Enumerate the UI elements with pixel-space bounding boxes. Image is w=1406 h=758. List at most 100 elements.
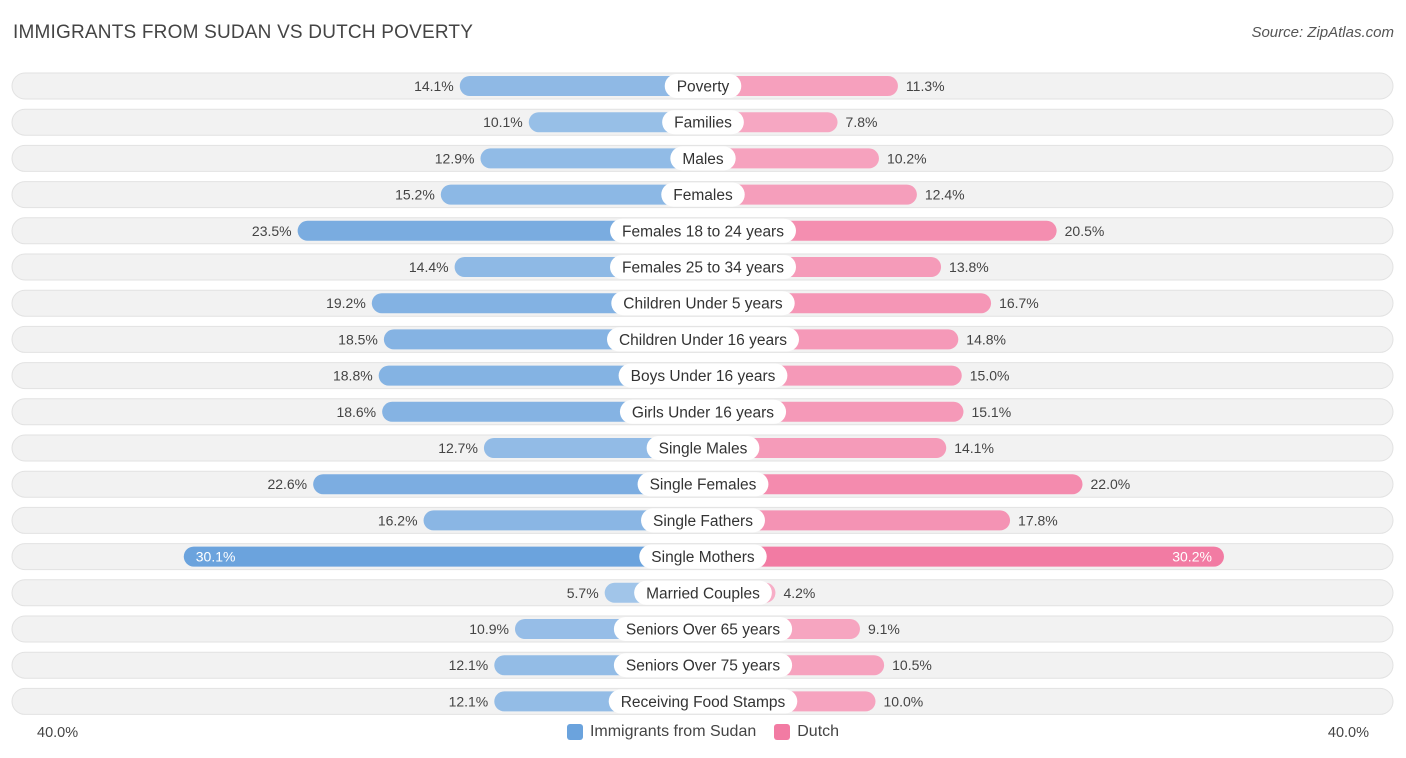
axis-left-label: 40.0%	[37, 725, 79, 741]
value-label-sudan: 14.4%	[409, 259, 449, 275]
value-label-sudan: 12.9%	[435, 150, 475, 166]
bar-sudan[interactable]	[440, 184, 703, 205]
category-pill	[619, 399, 787, 424]
category-label: Females 18 to 24 years	[622, 223, 784, 240]
value-label-dutch: 10.5%	[892, 657, 932, 673]
value-label-sudan: 16.2%	[378, 512, 418, 528]
bar-sudan[interactable]	[423, 510, 703, 531]
category-label: Females 25 to 34 years	[622, 260, 784, 277]
value-label-dutch: 7.8%	[846, 114, 878, 130]
row-children-under-16-years: 18.5% 14.8% Children Under 16 years	[11, 325, 1394, 353]
bar-sudan[interactable]	[528, 112, 703, 133]
category-pill	[613, 617, 793, 641]
row-seniors-over-75-years: 12.1% 10.5% Seniors Over 75 years	[11, 651, 1394, 679]
category-label: Males	[682, 151, 724, 168]
row-males: 12.9% 10.2% Males	[11, 144, 1394, 172]
bar-sudan[interactable]	[313, 474, 703, 495]
row-married-couples: 5.7% 4.2% Married Couples	[11, 579, 1394, 607]
value-label-dutch: 15.0%	[970, 368, 1010, 384]
row-single-females: 22.6% 22.0% Single Females	[11, 470, 1394, 498]
value-label-dutch: 11.3%	[906, 78, 945, 94]
row-females: 15.2% 12.4% Females	[11, 181, 1394, 209]
bar-dutch[interactable]	[703, 510, 1011, 531]
value-label-dutch: 17.8%	[1018, 512, 1058, 528]
category-pill	[613, 653, 793, 678]
value-label-sudan: 19.2%	[326, 295, 366, 311]
value-label-sudan: 18.6%	[336, 404, 376, 420]
category-pill	[611, 291, 795, 316]
bar-sudan[interactable]	[480, 148, 703, 169]
bar-sudan[interactable]	[297, 220, 703, 241]
row-single-males: 12.7% 14.1% Single Males	[11, 434, 1394, 462]
axis-right-label: 40.0%	[1327, 725, 1369, 741]
value-label-dutch: 30.2%	[1172, 549, 1212, 565]
category-pill	[608, 689, 798, 714]
category-label: Single Males	[659, 441, 748, 458]
legend-label-dutch: Dutch	[797, 723, 840, 740]
category-label: Receiving Food Stamps	[621, 694, 786, 711]
category-pill	[639, 544, 767, 569]
value-label-sudan: 10.1%	[483, 114, 523, 130]
chart-title: IMMIGRANTS FROM SUDAN VS DUTCH POVERTY	[13, 22, 474, 43]
row-boys-under-16-years: 18.8% 15.0% Boys Under 16 years	[11, 362, 1394, 390]
category-pill	[610, 218, 796, 243]
legend-swatch-sudan	[566, 724, 583, 740]
category-label: Single Fathers	[653, 513, 753, 530]
category-pill	[606, 327, 800, 352]
value-label-sudan: 22.6%	[267, 476, 307, 492]
value-label-sudan: 18.5%	[338, 331, 378, 347]
value-label-dutch: 15.1%	[971, 404, 1011, 420]
legend-label-sudan: Immigrants from Sudan	[589, 723, 757, 740]
value-label-dutch: 10.2%	[887, 150, 927, 166]
legend-item-sudan[interactable]: Immigrants from Sudan	[566, 723, 757, 741]
legend-swatch-dutch	[774, 724, 791, 740]
value-label-dutch: 4.2%	[783, 585, 815, 601]
bar-dutch[interactable]	[703, 148, 879, 169]
category-label: Poverty	[677, 79, 730, 96]
category-pill	[618, 363, 788, 388]
bar-dutch[interactable]	[703, 438, 947, 458]
value-label-sudan: 18.8%	[333, 368, 373, 384]
category-pill	[646, 436, 760, 460]
category-label: Boys Under 16 years	[631, 368, 776, 385]
bar-sudan[interactable]	[183, 546, 703, 567]
value-label-dutch: 14.8%	[966, 331, 1006, 347]
category-pill	[641, 508, 765, 533]
row-poverty: 14.1% 11.3% Poverty	[11, 72, 1394, 100]
category-label: Families	[674, 115, 732, 132]
row-females-25-to-34-years: 14.4% 13.8% Females 25 to 34 years	[11, 253, 1394, 281]
bar-dutch[interactable]	[703, 184, 917, 205]
category-label: Single Females	[650, 477, 757, 494]
bar-dutch[interactable]	[703, 546, 1224, 567]
category-label: Females	[673, 187, 733, 204]
value-label-sudan: 12.1%	[449, 693, 489, 709]
row-receiving-food-stamps: 12.1% 10.0% Receiving Food Stamps	[11, 687, 1394, 715]
category-label: Seniors Over 65 years	[626, 622, 780, 639]
value-label-sudan: 14.1%	[414, 78, 454, 94]
row-single-mothers: 30.1% 30.2% Single Mothers	[11, 543, 1394, 571]
value-label-sudan: 10.9%	[469, 621, 509, 637]
row-single-fathers: 16.2% 17.8% Single Fathers	[11, 506, 1394, 534]
value-label-sudan: 12.1%	[449, 657, 489, 673]
bar-dutch[interactable]	[703, 76, 898, 96]
value-label-dutch: 20.5%	[1065, 223, 1105, 239]
category-pill	[664, 74, 742, 98]
row-children-under-5-years: 19.2% 16.7% Children Under 5 years	[11, 289, 1394, 317]
category-pill	[637, 472, 769, 497]
row-females-18-to-24-years: 23.5% 20.5% Females 18 to 24 years	[11, 217, 1394, 245]
category-pill	[634, 580, 772, 605]
value-label-sudan: 15.2%	[395, 187, 435, 203]
category-pill	[610, 255, 796, 279]
category-pill	[661, 182, 745, 207]
value-label-dutch: 14.1%	[954, 440, 994, 456]
value-label-sudan: 12.7%	[438, 440, 478, 456]
category-label: Girls Under 16 years	[632, 404, 774, 421]
bar-dutch[interactable]	[703, 474, 1083, 495]
legend-item-dutch[interactable]: Dutch	[774, 723, 839, 741]
value-label-dutch: 22.0%	[1091, 476, 1131, 492]
bar-sudan[interactable]	[459, 76, 703, 96]
source-credit: Source: ZipAtlas.com	[1251, 24, 1394, 41]
row-seniors-over-65-years: 10.9% 9.1% Seniors Over 65 years	[11, 615, 1394, 643]
category-label: Children Under 5 years	[623, 296, 783, 313]
